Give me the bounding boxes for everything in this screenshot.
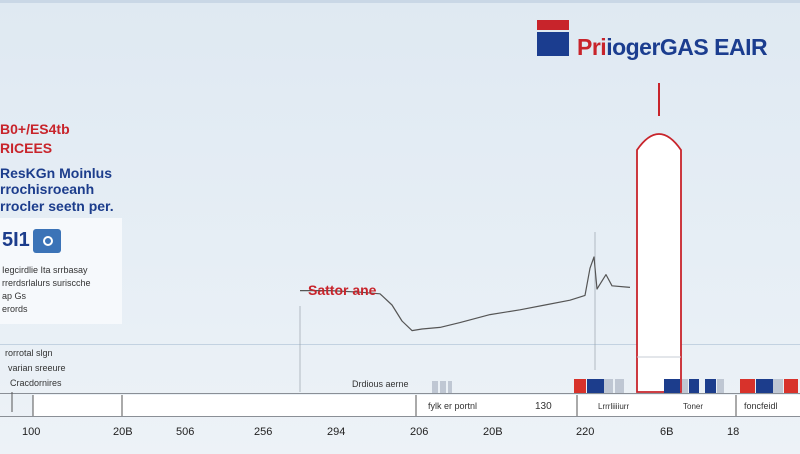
card-line-2: rrerdsrlalurs suriscche: [2, 278, 91, 288]
brand-title: PriiogerGAS EAIR: [577, 34, 768, 61]
right-label-1: Lrrrliiiiurr: [598, 402, 630, 411]
sidebar-line-2: RICEES: [0, 140, 53, 156]
info-card: 5I1 Iegcirdlie Ita srrbasay rrerdsrlalur…: [0, 218, 122, 324]
x-tick-label: 256: [254, 426, 273, 438]
logo-red-stripe: [537, 20, 569, 30]
pair-label: fylk er portnl: [428, 401, 478, 411]
legend-block: [574, 379, 586, 393]
legend-block: [587, 379, 604, 393]
legend-block: [440, 381, 446, 393]
rocket-body: [636, 133, 682, 393]
sidebar-line-5: rrocler seetn per.: [0, 198, 114, 214]
top-border: [0, 0, 800, 3]
far-right-label: foncfeidl: [744, 401, 778, 411]
legend-block: [705, 379, 716, 393]
left-note-2: varian sreeure: [8, 363, 66, 373]
divider-line: [0, 344, 800, 345]
x-tick-label: 6B: [660, 426, 674, 438]
bar-label: Drdious aerne: [352, 379, 409, 389]
legend-block: [773, 379, 783, 393]
card-number: 5I1: [2, 229, 30, 251]
sidebar-line-4: rrochisroeanh: [0, 181, 95, 197]
legend-block: [740, 379, 755, 393]
card-line-4: erords: [2, 304, 28, 314]
series-label: Sattor ane: [308, 282, 377, 298]
legend-block: [689, 379, 699, 393]
x-tick-label: 220: [576, 426, 595, 438]
axis-bottom-line: [0, 416, 800, 417]
x-tick-label: 506: [176, 426, 195, 438]
x-tick-label: 20B: [113, 426, 133, 438]
right-label-2: Toner: [683, 402, 704, 411]
sidebar-line-1: B0+/ES4tb: [0, 121, 70, 137]
brand-title-blue: iogerGAS EAIR: [606, 34, 768, 60]
legend-block: [717, 379, 724, 393]
sidebar-line-3: ResKGn Moinlus: [0, 165, 113, 181]
legend-block: [682, 379, 688, 393]
legend-block: [448, 381, 452, 393]
logo-blue-block: [537, 32, 569, 56]
legend-block: [784, 379, 798, 393]
brand-logo: [537, 20, 569, 56]
legend-block: [664, 379, 680, 393]
card-line-1: Iegcirdlie Ita srrbasay: [2, 265, 88, 275]
series-line: [300, 256, 631, 332]
legend-block: [432, 381, 438, 393]
cube-icon: [33, 229, 61, 253]
value-label: 130: [535, 401, 552, 412]
legend-block: [604, 379, 613, 393]
card-line-3: ap Gs: [2, 291, 27, 301]
x-tick-label: 18: [727, 426, 740, 438]
brand-title-red: Pri: [577, 34, 607, 60]
x-tick-label: 100: [22, 426, 41, 438]
left-note-3: Cracdornires: [10, 378, 62, 388]
left-note-1: rorrotal slgn: [5, 348, 53, 358]
x-tick-label: 294: [327, 426, 346, 438]
x-tick-label: 20B: [483, 426, 503, 438]
legend-block: [756, 379, 773, 393]
legend-block: [615, 379, 624, 393]
x-tick-label: 206: [410, 426, 429, 438]
axis-top-line: [0, 393, 800, 394]
